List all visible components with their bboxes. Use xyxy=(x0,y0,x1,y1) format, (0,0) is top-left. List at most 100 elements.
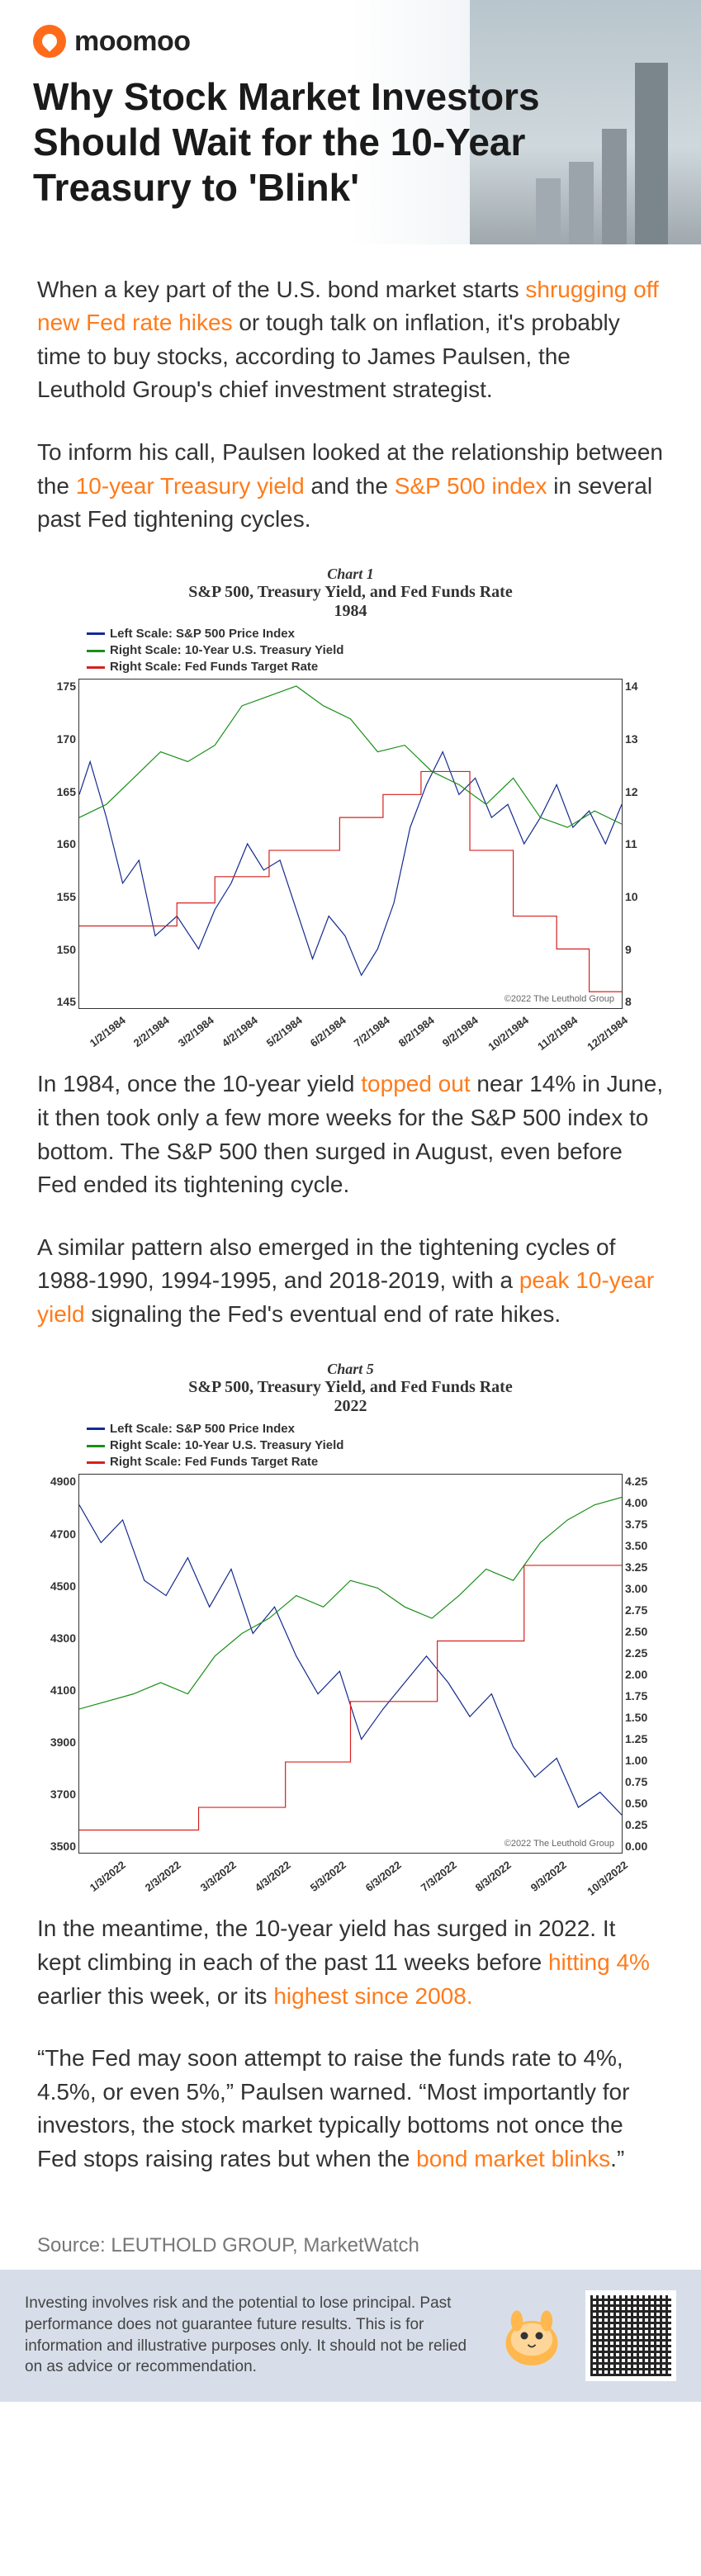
axis-tick: 7/2/1984 xyxy=(352,1014,392,1049)
chart-plot-area: 49004700450043004100390037003500 4.254.0… xyxy=(78,1474,623,1854)
axis-tick: 12 xyxy=(625,785,655,798)
chart-title: S&P 500, Treasury Yield, and Fed Funds R… xyxy=(37,1378,664,1397)
axis-tick: 5/2/1984 xyxy=(263,1014,304,1049)
axis-tick: 4100 xyxy=(43,1683,76,1697)
axis-tick: 3.50 xyxy=(625,1539,655,1552)
axis-tick: 9/2/1984 xyxy=(440,1014,481,1049)
axis-tick: 3/3/2022 xyxy=(197,1859,238,1894)
axis-tick: 3/2/1984 xyxy=(176,1014,216,1049)
axis-tick: 4/3/2022 xyxy=(253,1859,293,1894)
chart-lines xyxy=(79,1475,622,1853)
text-run: In the meantime, the 10-year yield has s… xyxy=(37,1915,615,1975)
y-axis-left: 175170165160155150145 xyxy=(43,680,76,1008)
axis-tick: 10/2/1984 xyxy=(485,1014,531,1053)
axis-tick: 9/3/2022 xyxy=(528,1859,569,1894)
text-run: When a key part of the U.S. bond market … xyxy=(37,277,525,302)
highlight-run: bond market blinks xyxy=(416,2146,610,2171)
axis-tick: 155 xyxy=(43,890,76,903)
highlight-run: highest since 2008. xyxy=(273,1983,472,2009)
axis-tick: 8/2/1984 xyxy=(395,1014,436,1049)
legend-item: Left Scale: S&P 500 Price Index xyxy=(87,626,664,642)
paragraph-6: “The Fed may soon attempt to raise the f… xyxy=(37,2042,664,2176)
y-axis-right: 4.254.003.753.503.253.002.752.502.252.00… xyxy=(625,1475,655,1853)
axis-tick: 4.25 xyxy=(625,1475,655,1488)
highlight-run: topped out xyxy=(361,1071,470,1096)
axis-tick: 1/2/1984 xyxy=(88,1014,128,1049)
axis-tick: 14 xyxy=(625,680,655,693)
axis-tick: 4900 xyxy=(43,1475,76,1488)
axis-tick: 1/3/2022 xyxy=(88,1859,128,1894)
axis-tick: 3.00 xyxy=(625,1582,655,1595)
axis-tick: 1.25 xyxy=(625,1732,655,1745)
axis-tick: 4.00 xyxy=(625,1496,655,1509)
mascot-icon xyxy=(495,2299,569,2373)
axis-tick: 3.75 xyxy=(625,1518,655,1531)
chart-year: 1984 xyxy=(37,602,664,621)
paragraph-2: To inform his call, Paulsen looked at th… xyxy=(37,436,664,537)
x-axis: 1/3/20222/3/20223/3/20224/3/20225/3/2022… xyxy=(78,1859,623,1871)
axis-tick: 6/2/1984 xyxy=(308,1014,348,1049)
axis-tick: 0.50 xyxy=(625,1797,655,1810)
axis-tick: 3900 xyxy=(43,1735,76,1749)
axis-tick: 5/3/2022 xyxy=(308,1859,348,1894)
paragraph-1: When a key part of the U.S. bond market … xyxy=(37,273,664,407)
paragraph-3: In 1984, once the 10-year yield topped o… xyxy=(37,1068,664,1201)
axis-tick: 0.25 xyxy=(625,1818,655,1831)
highlight-run: S&P 500 index xyxy=(395,473,547,499)
axis-tick: 11 xyxy=(625,837,655,850)
axis-tick: 10 xyxy=(625,890,655,903)
chart-lines xyxy=(79,680,622,1008)
axis-tick: 10/3/2022 xyxy=(585,1859,630,1897)
text-run: signaling the Fed's eventual end of rate… xyxy=(85,1301,561,1327)
axis-tick: 0.75 xyxy=(625,1775,655,1788)
axis-tick: 2/3/2022 xyxy=(143,1859,183,1894)
chart-supertitle: Chart 1 xyxy=(37,566,664,583)
disclaimer: Investing involves risk and the potentia… xyxy=(25,2293,478,2378)
axis-tick: 2.75 xyxy=(625,1603,655,1617)
axis-tick: 3700 xyxy=(43,1788,76,1801)
axis-tick: 0.00 xyxy=(625,1840,655,1853)
source-attribution: Source: LEUTHOLD GROUP, MarketWatch xyxy=(0,2234,701,2270)
axis-tick: 2/2/1984 xyxy=(131,1014,172,1049)
axis-tick: 9 xyxy=(625,943,655,956)
y-axis-left: 49004700450043004100390037003500 xyxy=(43,1475,76,1853)
axis-tick: 3500 xyxy=(43,1840,76,1853)
chart-legend: Left Scale: S&P 500 Price IndexRight Sca… xyxy=(87,626,664,676)
headline: Why Stock Market Investors Should Wait f… xyxy=(33,74,611,211)
x-axis: 1/2/19842/2/19843/2/19844/2/19845/2/1984… xyxy=(78,1014,623,1026)
axis-tick: 6/3/2022 xyxy=(363,1859,404,1894)
footer: Investing involves risk and the potentia… xyxy=(0,2270,701,2402)
legend-item: Right Scale: Fed Funds Target Rate xyxy=(87,659,664,675)
text-run: earlier this week, or its xyxy=(37,1983,273,2009)
axis-tick: 4500 xyxy=(43,1579,76,1593)
legend-item: Right Scale: 10-Year U.S. Treasury Yield xyxy=(87,642,664,659)
axis-tick: 8/3/2022 xyxy=(473,1859,514,1894)
axis-tick: 2.50 xyxy=(625,1625,655,1638)
moomoo-icon xyxy=(33,25,66,58)
legend-item: Right Scale: 10-Year U.S. Treasury Yield xyxy=(87,1437,664,1454)
axis-tick: 8 xyxy=(625,995,655,1008)
chart-copyright: ©2022 The Leuthold Group xyxy=(502,993,617,1005)
qr-code xyxy=(585,2290,676,2381)
text-run: .” xyxy=(610,2146,624,2171)
text-run: and the xyxy=(305,473,395,499)
axis-tick: 160 xyxy=(43,837,76,850)
axis-tick: 1.00 xyxy=(625,1754,655,1767)
article-body: When a key part of the U.S. bond market … xyxy=(0,244,701,2234)
brand-name: moomoo xyxy=(74,26,191,58)
axis-tick: 175 xyxy=(43,680,76,693)
brand-logo: moomoo xyxy=(33,25,668,58)
axis-tick: 1.75 xyxy=(625,1689,655,1702)
chart-2: Chart 5 S&P 500, Treasury Yield, and Fed… xyxy=(37,1361,664,1872)
axis-tick: 13 xyxy=(625,732,655,746)
axis-tick: 7/3/2022 xyxy=(418,1859,458,1894)
paragraph-5: In the meantime, the 10-year yield has s… xyxy=(37,1912,664,2013)
axis-tick: 150 xyxy=(43,943,76,956)
header-banner: moomoo Why Stock Market Investors Should… xyxy=(0,0,701,244)
axis-tick: 2.00 xyxy=(625,1668,655,1681)
axis-tick: 4300 xyxy=(43,1631,76,1645)
axis-tick: 165 xyxy=(43,785,76,798)
axis-tick: 2.25 xyxy=(625,1646,655,1660)
text-run: In 1984, once the 10-year yield xyxy=(37,1071,361,1096)
chart-supertitle: Chart 5 xyxy=(37,1361,664,1378)
